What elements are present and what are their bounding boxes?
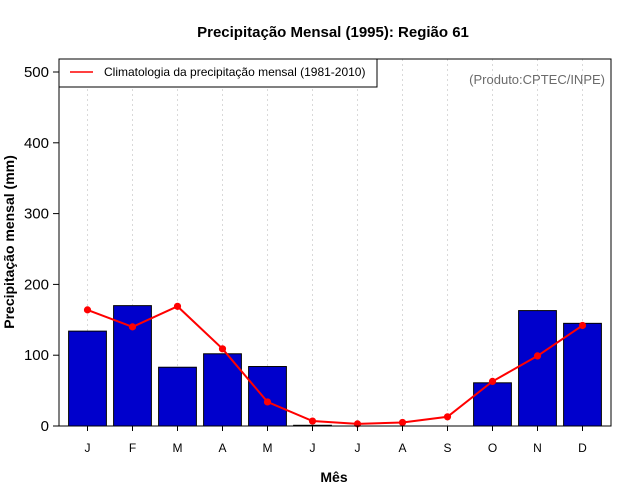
bar [203, 353, 242, 427]
x-tick-label: A [218, 441, 226, 455]
climatology-point [488, 377, 497, 385]
x-tick-label: S [443, 441, 451, 455]
x-tick-label: M [263, 441, 273, 455]
x-tick-label: J [355, 441, 361, 455]
y-tick-label: 400 [24, 135, 49, 152]
credit-text: (Produto:CPTEC/INPE) [469, 72, 605, 87]
climatology-point [173, 302, 182, 310]
climatology-point [218, 345, 227, 353]
x-tick-label: M [173, 441, 183, 455]
chart-title: Precipitação Mensal (1995): Região 61 [197, 24, 469, 41]
climatology-point [398, 418, 407, 427]
x-tick-label: N [533, 441, 542, 455]
y-tick-label: 100 [24, 347, 49, 364]
x-tick-label: J [310, 441, 316, 455]
climatology-line [87, 305, 584, 425]
bar [248, 366, 287, 427]
y-tick-label: 200 [24, 276, 49, 293]
x-tick-label: F [129, 441, 136, 455]
y-tick-label: 0 [41, 418, 49, 435]
climatology-point [443, 413, 452, 421]
x-tick-label: D [578, 441, 587, 455]
climatology-point [263, 398, 272, 406]
x-tick-label: A [398, 441, 406, 455]
climatology-point [308, 417, 317, 425]
bar [563, 322, 602, 427]
x-tick-label: O [488, 441, 497, 455]
y-axis: 0 100 200 300 400 500 [24, 64, 59, 435]
climatology-point [128, 323, 137, 331]
y-tick-label: 500 [24, 64, 49, 81]
bar [473, 382, 512, 427]
y-tick-label: 300 [24, 206, 49, 223]
bar [158, 366, 197, 427]
bar [68, 330, 107, 427]
climatology-point [578, 321, 587, 330]
climatology-series [83, 302, 587, 428]
bar [518, 310, 557, 427]
legend: Climatologia da precipitação mensal (198… [58, 58, 378, 88]
y-axis-label: Precipitação mensal (mm) [1, 155, 17, 329]
legend-label: Climatologia da precipitação mensal (198… [104, 65, 365, 79]
legend-box [58, 58, 378, 88]
x-axis-label: Mês [320, 469, 347, 485]
climatology-point [533, 352, 542, 360]
x-tick-label: J [85, 441, 91, 455]
climatology-point [83, 306, 92, 314]
